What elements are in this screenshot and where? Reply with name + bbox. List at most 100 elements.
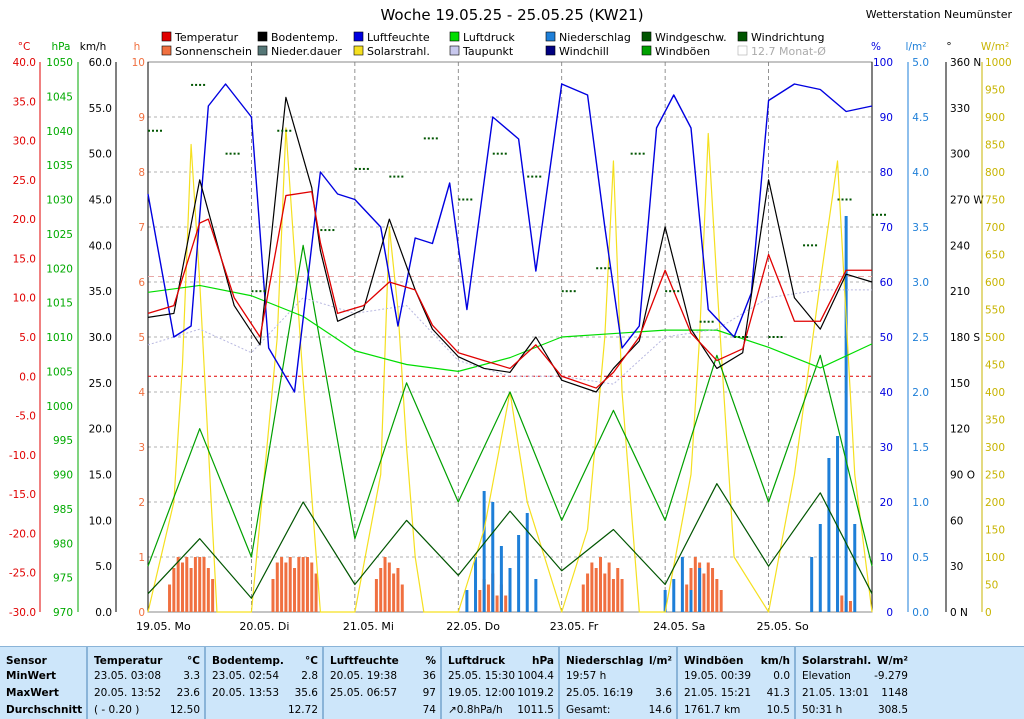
stats-header-sensor: Sensor [6, 655, 47, 667]
sunshine-bar [310, 562, 314, 612]
stats-cell-label: 1761.7 km [684, 704, 741, 716]
temp-axis-tick: -30.0 [9, 607, 36, 619]
wind-direction-point [565, 290, 568, 293]
wind-direction-point [255, 290, 258, 293]
pressure-axis-tick: 1005 [46, 366, 73, 378]
sunshine-bar [685, 584, 689, 612]
sunshine-bar [392, 573, 396, 612]
sunshine-bar [314, 573, 318, 612]
sunshine-bar [293, 568, 297, 612]
legend-label: Luftdruck [463, 31, 515, 44]
direction-axis-tick: 30 [950, 561, 963, 573]
wind-axis-tick: 35.0 [89, 286, 112, 298]
wind-direction-point [281, 129, 284, 132]
stats-cell-label: 50:31 h [802, 704, 843, 716]
legend-label: Windböen [655, 45, 710, 58]
stats-column: Luftdruck hPa 25.05. 15:30 1004.4 19.05. 12:… [440, 647, 560, 719]
wind-direction-point [711, 320, 714, 323]
wind-axis-tick: 20.0 [89, 424, 112, 436]
stats-cell-value: 41.3 [766, 687, 790, 699]
wind-direction-point [362, 167, 365, 170]
humidity-axis-tick: 0 [886, 607, 893, 619]
temp-axis-tick: 40.0 [13, 57, 36, 69]
legend-swatch [449, 31, 460, 42]
stats-cell-value: 10.5 [766, 704, 790, 716]
wind-direction-point [527, 175, 530, 178]
direction-axis-tick: 150 [950, 378, 970, 390]
legend-label: Taupunkt [462, 45, 514, 58]
wind-direction-point [837, 198, 840, 201]
wind-direction-point [845, 198, 848, 201]
stats-column-title: Windböen [684, 655, 744, 667]
wind-axis-tick: 5.0 [95, 561, 112, 573]
solar-axis-tick: 650 [985, 250, 1005, 262]
temp-axis-tick: -10.0 [9, 450, 36, 462]
solar-axis-tick: 150 [985, 525, 1005, 537]
solar-axis-tick: 550 [985, 305, 1005, 317]
wind-axis-tick: 60.0 [89, 57, 112, 69]
precip-bar [474, 557, 478, 612]
stats-cell-value: 97 [422, 687, 436, 699]
temp-axis-tick: -25.0 [9, 568, 36, 580]
temp-axis-tick: 20.0 [13, 214, 36, 226]
legend-swatch [257, 31, 268, 42]
stats-cell-label: 25.05. 15:30 [448, 670, 515, 682]
sunshine-bar [176, 557, 180, 612]
wind-direction-point [401, 175, 404, 178]
pressure-axis-tick: 980 [53, 538, 73, 550]
wind-direction-point [277, 129, 280, 132]
precip-bar [672, 579, 676, 612]
stats-cell-value: 14.6 [648, 704, 672, 716]
humidity-axis-tick: 20 [880, 497, 893, 509]
pressure-axis-tick: 1010 [46, 332, 73, 344]
sunshine-bar [211, 579, 215, 612]
stats-cell-value: 12.72 [287, 704, 318, 716]
hours-axis-tick: 2 [138, 497, 145, 509]
solar-axis-tick: 450 [985, 360, 1005, 372]
wind-direction-point [435, 137, 438, 140]
day-label: 24.05. Sa [653, 620, 705, 633]
temp-axis-tick: 25.0 [13, 175, 36, 187]
day-label: 20.05. Di [239, 620, 289, 633]
sunshine-bar [607, 562, 611, 612]
sunshine-bar [590, 562, 594, 612]
humidity-line [147, 83, 873, 393]
solar-axis-tick: 750 [985, 195, 1005, 207]
stats-cell-label: 25.05. 06:57 [330, 687, 397, 699]
stats-cell-label: 19:57 h [566, 670, 607, 682]
wind-direction-point [504, 152, 507, 155]
pressure-axis-tick: 1020 [46, 263, 73, 275]
stats-label-min: MinWert [6, 670, 57, 682]
sunshine-bar [611, 579, 615, 612]
precip-bar [499, 546, 503, 612]
wind-direction-point [673, 290, 676, 293]
sunshine-bar [168, 584, 172, 612]
pressure-axis-tick: 1045 [46, 91, 73, 103]
day-label: 21.05. Mi [343, 620, 394, 633]
precip-bar [663, 590, 667, 612]
humidity-axis-tick: 40 [880, 387, 893, 399]
sunshine-bar [495, 595, 499, 612]
rain-axis-tick: 4.5 [912, 112, 929, 124]
wind-axis-tick: 15.0 [89, 470, 112, 482]
sunshine-bar [180, 562, 184, 612]
sunshine-bar [374, 579, 378, 612]
stats-label-avg: Durchschnitt [6, 704, 83, 716]
stats-column-unit: % [425, 655, 436, 667]
wind-direction-point [703, 320, 706, 323]
wind-direction-point [397, 175, 400, 178]
stats-column-title: Luftdruck [448, 655, 506, 667]
sunshine-bar [715, 579, 719, 612]
sunshine-bar [193, 557, 197, 612]
direction-unit: ° [946, 41, 951, 53]
wind-direction-point [669, 290, 672, 293]
rain-axis-tick: 0.0 [912, 607, 929, 619]
wind-direction-point [423, 137, 426, 140]
wind-direction-point [734, 336, 737, 338]
direction-axis-tick: 360 N [950, 57, 981, 69]
solar-line [147, 127, 873, 613]
gust-line [147, 244, 873, 567]
stats-column-unit: °C [187, 655, 200, 667]
legend-label: Windrichtung [751, 31, 824, 44]
precip-bar [810, 557, 814, 612]
